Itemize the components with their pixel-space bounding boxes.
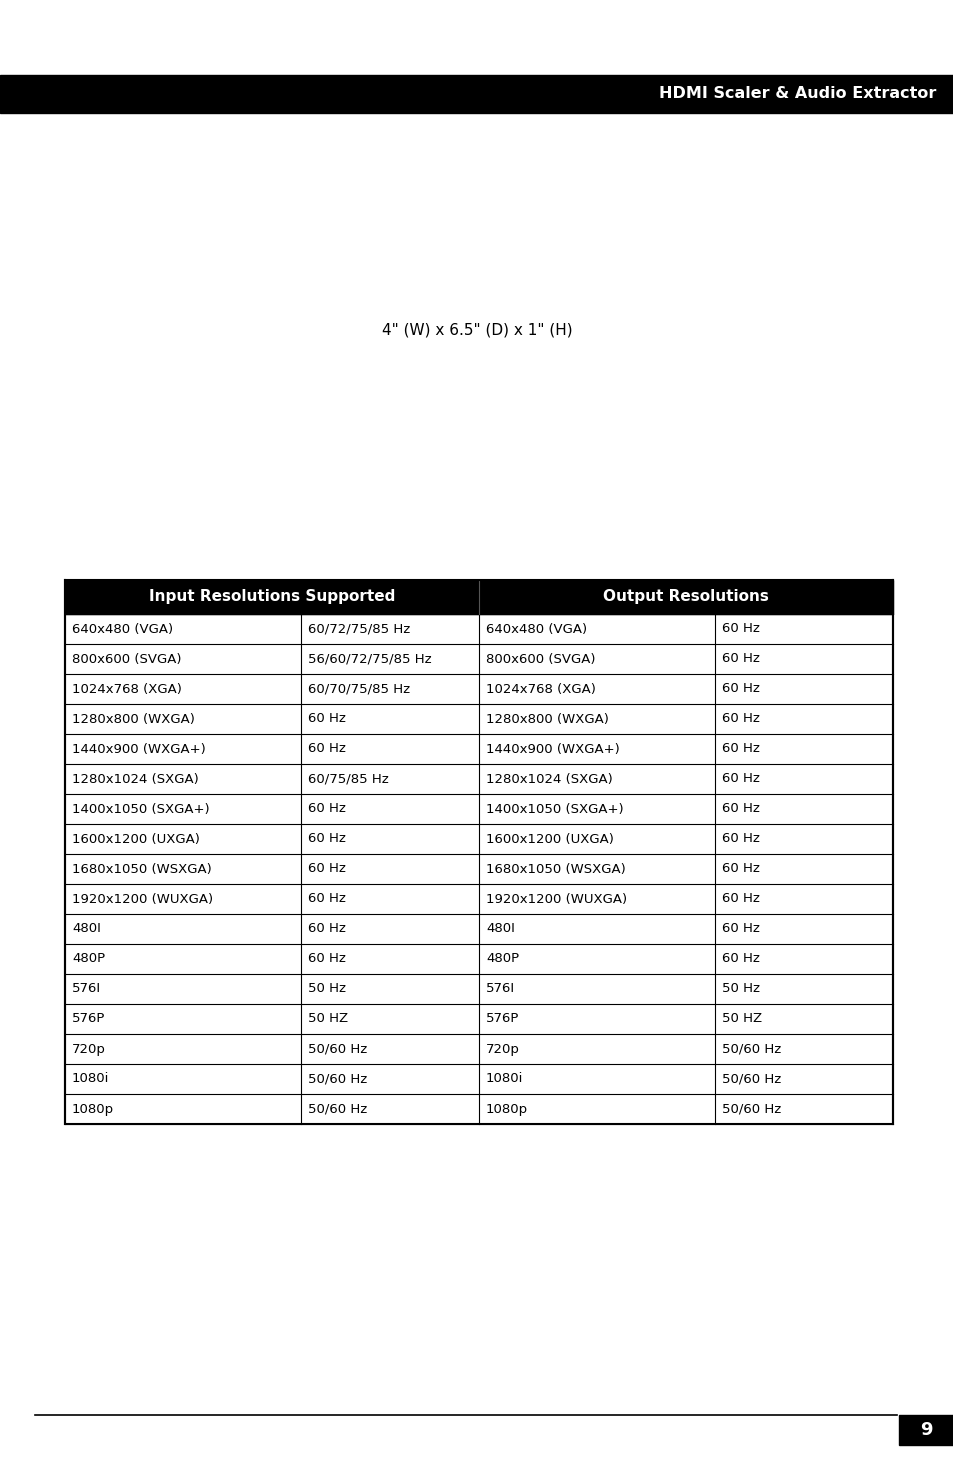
Bar <box>65 854 892 884</box>
Bar <box>65 764 892 794</box>
Bar <box>65 580 892 1124</box>
Text: 1024x768 (XGA): 1024x768 (XGA) <box>485 683 596 696</box>
Text: 1600x1200 (UXGA): 1600x1200 (UXGA) <box>485 832 613 845</box>
Text: 60 Hz: 60 Hz <box>721 683 759 696</box>
Bar <box>898 1415 953 1446</box>
Text: 50 Hz: 50 Hz <box>721 982 760 996</box>
Bar <box>65 1034 892 1063</box>
Bar <box>65 1004 892 1034</box>
Text: 60 Hz: 60 Hz <box>721 773 759 786</box>
Text: 1400x1050 (SXGA+): 1400x1050 (SXGA+) <box>71 802 210 816</box>
Text: 60 Hz: 60 Hz <box>308 953 346 966</box>
Text: 1440x900 (WXGA+): 1440x900 (WXGA+) <box>71 742 206 755</box>
Text: 60 Hz: 60 Hz <box>721 922 759 935</box>
Text: 1400x1050 (SXGA+): 1400x1050 (SXGA+) <box>485 802 623 816</box>
Text: 60 Hz: 60 Hz <box>721 892 759 906</box>
Bar <box>65 825 892 854</box>
Text: 60 Hz: 60 Hz <box>721 953 759 966</box>
Bar <box>65 580 892 614</box>
Text: 60 Hz: 60 Hz <box>308 802 346 816</box>
Text: 50/60 Hz: 50/60 Hz <box>721 1043 781 1056</box>
Bar <box>65 974 892 1004</box>
Text: 50/60 Hz: 50/60 Hz <box>308 1102 367 1115</box>
Text: 1920x1200 (WUXGA): 1920x1200 (WUXGA) <box>71 892 213 906</box>
Text: 60 Hz: 60 Hz <box>721 863 759 876</box>
Text: 1280x1024 (SXGA): 1280x1024 (SXGA) <box>71 773 198 786</box>
Text: 60 Hz: 60 Hz <box>308 863 346 876</box>
Bar <box>65 704 892 735</box>
Text: 1280x800 (WXGA): 1280x800 (WXGA) <box>71 712 194 726</box>
Bar <box>65 1063 892 1094</box>
Text: 480I: 480I <box>485 922 515 935</box>
Text: 1680x1050 (WSXGA): 1680x1050 (WSXGA) <box>485 863 625 876</box>
Text: 800x600 (SVGA): 800x600 (SVGA) <box>485 652 595 665</box>
Text: 60/70/75/85 Hz: 60/70/75/85 Hz <box>308 683 410 696</box>
Text: 1080i: 1080i <box>71 1072 110 1086</box>
Text: 1080p: 1080p <box>71 1102 114 1115</box>
Bar <box>65 614 892 645</box>
Text: 60 Hz: 60 Hz <box>721 622 759 636</box>
Text: Input Resolutions Supported: Input Resolutions Supported <box>149 590 395 605</box>
Text: 50 Hz: 50 Hz <box>308 982 346 996</box>
Text: 576P: 576P <box>71 1012 105 1025</box>
Text: 50 HZ: 50 HZ <box>721 1012 761 1025</box>
Bar <box>65 674 892 704</box>
Text: 60 Hz: 60 Hz <box>308 832 346 845</box>
Text: 60 Hz: 60 Hz <box>721 802 759 816</box>
Text: 1680x1050 (WSXGA): 1680x1050 (WSXGA) <box>71 863 212 876</box>
Text: 800x600 (SVGA): 800x600 (SVGA) <box>71 652 181 665</box>
Bar <box>65 794 892 825</box>
Text: 720p: 720p <box>71 1043 106 1056</box>
Text: 60/75/85 Hz: 60/75/85 Hz <box>308 773 388 786</box>
Text: 60 Hz: 60 Hz <box>721 832 759 845</box>
Text: 60 Hz: 60 Hz <box>308 742 346 755</box>
Bar <box>0 75 953 114</box>
Text: 60 Hz: 60 Hz <box>308 712 346 726</box>
Text: 576I: 576I <box>485 982 515 996</box>
Text: 9: 9 <box>920 1420 932 1440</box>
Text: 1600x1200 (UXGA): 1600x1200 (UXGA) <box>71 832 200 845</box>
Text: 1920x1200 (WUXGA): 1920x1200 (WUXGA) <box>485 892 626 906</box>
Text: 4" (W) x 6.5" (D) x 1" (H): 4" (W) x 6.5" (D) x 1" (H) <box>381 323 572 338</box>
Text: 50/60 Hz: 50/60 Hz <box>721 1102 781 1115</box>
Text: 1280x1024 (SXGA): 1280x1024 (SXGA) <box>485 773 612 786</box>
Text: 480I: 480I <box>71 922 101 935</box>
Text: 50 HZ: 50 HZ <box>308 1012 348 1025</box>
Text: 56/60/72/75/85 Hz: 56/60/72/75/85 Hz <box>308 652 431 665</box>
Text: 1280x800 (WXGA): 1280x800 (WXGA) <box>485 712 608 726</box>
Bar <box>65 944 892 974</box>
Text: 576P: 576P <box>485 1012 518 1025</box>
Text: 1440x900 (WXGA+): 1440x900 (WXGA+) <box>485 742 619 755</box>
Text: 60 Hz: 60 Hz <box>721 742 759 755</box>
Text: 50/60 Hz: 50/60 Hz <box>308 1072 367 1086</box>
Text: 480P: 480P <box>71 953 105 966</box>
Text: 720p: 720p <box>485 1043 519 1056</box>
Text: 60 Hz: 60 Hz <box>308 922 346 935</box>
Bar <box>65 645 892 674</box>
Bar <box>65 914 892 944</box>
Text: HDMI Scaler & Audio Extractor: HDMI Scaler & Audio Extractor <box>658 87 935 102</box>
Text: Output Resolutions: Output Resolutions <box>602 590 768 605</box>
Text: 640x480 (VGA): 640x480 (VGA) <box>485 622 586 636</box>
Text: 1080i: 1080i <box>485 1072 523 1086</box>
Text: 50/60 Hz: 50/60 Hz <box>721 1072 781 1086</box>
Text: 576I: 576I <box>71 982 101 996</box>
Text: 60 Hz: 60 Hz <box>308 892 346 906</box>
Text: 1080p: 1080p <box>485 1102 528 1115</box>
Text: 1024x768 (XGA): 1024x768 (XGA) <box>71 683 182 696</box>
Text: 60 Hz: 60 Hz <box>721 712 759 726</box>
Text: 60/72/75/85 Hz: 60/72/75/85 Hz <box>308 622 410 636</box>
Text: 480P: 480P <box>485 953 518 966</box>
Bar <box>65 1094 892 1124</box>
Bar <box>65 735 892 764</box>
Text: 60 Hz: 60 Hz <box>721 652 759 665</box>
Bar <box>65 884 892 914</box>
Text: 640x480 (VGA): 640x480 (VGA) <box>71 622 172 636</box>
Text: 50/60 Hz: 50/60 Hz <box>308 1043 367 1056</box>
